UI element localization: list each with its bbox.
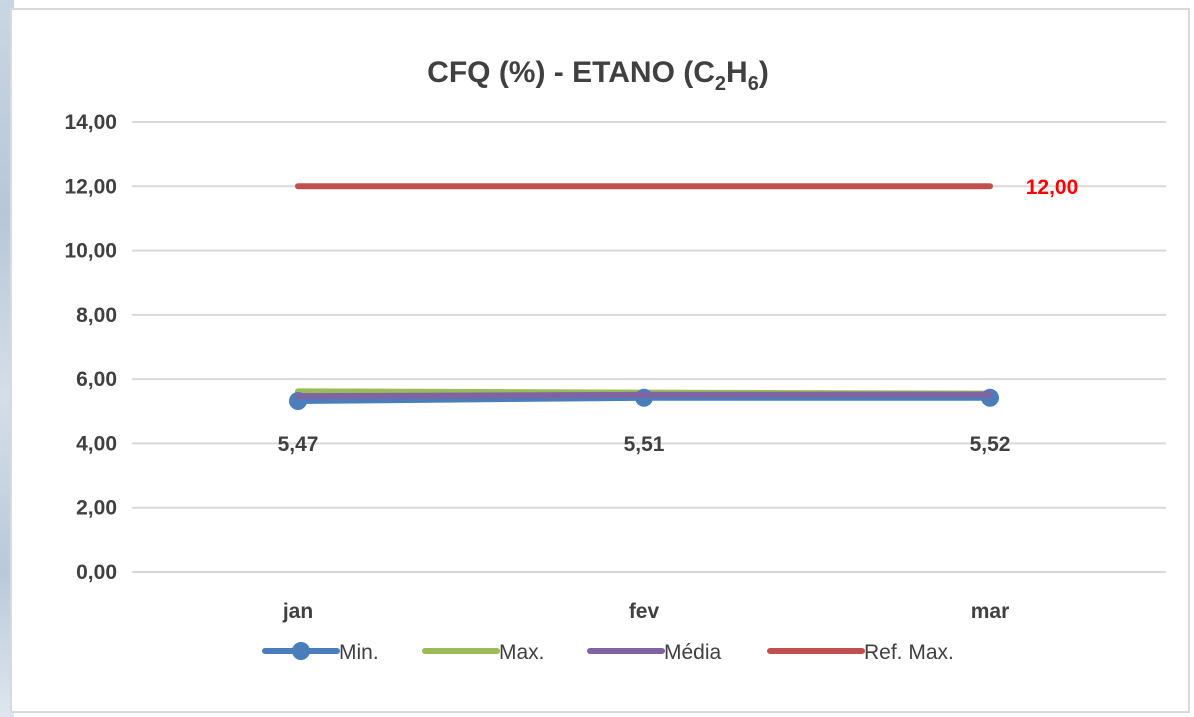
x-tick-label: jan [282, 600, 313, 623]
legend-label: Min. [339, 641, 379, 664]
x-tick-label: mar [971, 600, 1010, 623]
y-tick-label: 4,00 [76, 432, 117, 455]
data-label: 5,51 [624, 433, 665, 456]
series-lines [289, 183, 999, 410]
chart-title-sub-2: 6 [748, 73, 759, 95]
y-tick-label: 14,00 [64, 111, 117, 134]
chart-area [10, 8, 1190, 713]
legend-item: Ref. Max. [767, 641, 954, 664]
y-tick-label: 10,00 [64, 240, 117, 263]
legend: Min. Max. Média Ref. Max. [262, 641, 954, 664]
legend-item: Média [587, 641, 722, 664]
y-tick-label: 8,00 [76, 304, 117, 327]
y-axis-ticks: 0,00 2,00 4,00 6,00 8,00 10,00 12,00 14,00 [64, 111, 117, 584]
ref-max-label: 12,00 [1026, 176, 1079, 199]
data-labels: 5,47 5,51 5,52 12,00 [278, 176, 1079, 456]
data-label: 5,52 [970, 433, 1011, 456]
series-line-m-dia [295, 391, 993, 400]
legend-label: Max. [499, 641, 545, 664]
data-label: 5,47 [278, 433, 319, 456]
legend-item: Min. [262, 641, 379, 664]
chart-title-mid: H [726, 56, 748, 89]
x-axis-ticks: jan fev mar [282, 600, 1009, 623]
legend-marker [292, 642, 310, 660]
chart-title: CFQ (%) - ETANO (C2H6) [427, 56, 769, 95]
y-tick-label: 2,00 [76, 497, 117, 520]
data-point [981, 388, 999, 407]
y-tick-label: 0,00 [76, 561, 117, 584]
y-tick-label: 12,00 [64, 175, 117, 198]
chart-title-end: ) [759, 56, 769, 89]
legend-label: Ref. Max. [864, 641, 954, 664]
legend-label: Média [664, 641, 722, 664]
x-tick-label: fev [629, 600, 660, 623]
chart-title-main: CFQ (%) - ETANO (C [427, 56, 715, 89]
chart-title-sub-1: 2 [715, 73, 726, 95]
legend-item: Max. [422, 641, 545, 664]
gridlines [132, 121, 1166, 573]
y-tick-label: 6,00 [76, 368, 117, 391]
